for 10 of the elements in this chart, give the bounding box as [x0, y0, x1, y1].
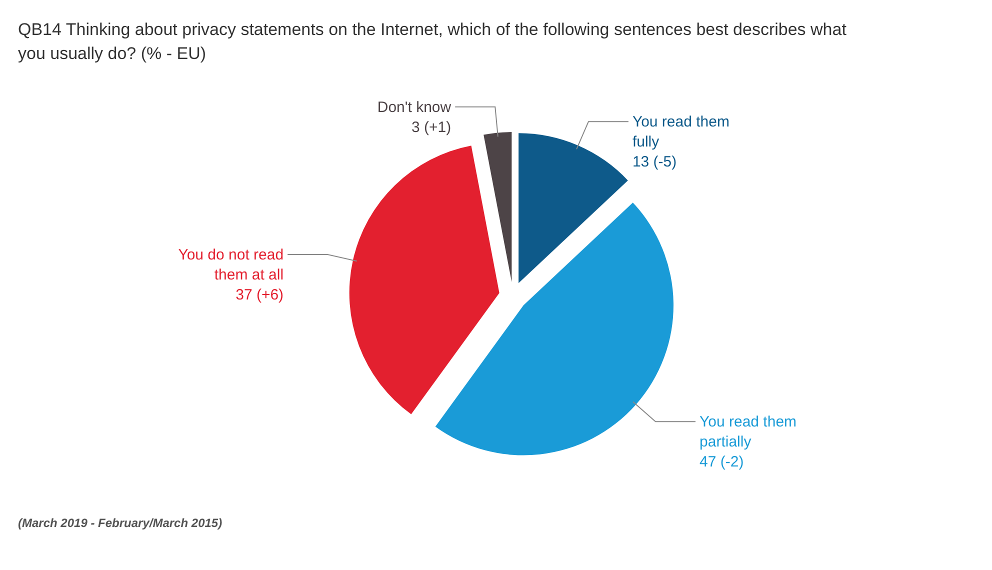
slice-label: You do not read them at all: [178, 246, 284, 284]
slice-label: You read them partially: [700, 414, 797, 451]
slice-label: You read them fully: [632, 114, 730, 151]
slice-label: Don't know: [377, 98, 452, 116]
chart-title: QB14 Thinking about privacy statements on the Internet, which of the following sentences best describes what you usually do? (% - EU): [17, 19, 848, 65]
text: (March 2019 - February/March 2015): [17, 516, 224, 530]
data-label: 47 (-2): [700, 454, 744, 471]
data-label: 13 (-5): [632, 154, 677, 171]
data-label: 3 (+1): [412, 118, 452, 136]
data-label: 37 (+6): [236, 286, 284, 304]
